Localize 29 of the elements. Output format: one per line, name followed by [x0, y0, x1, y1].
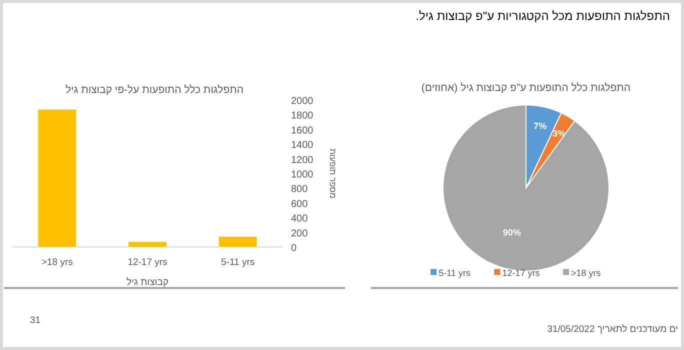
- y-tick-label: 1200: [291, 154, 314, 166]
- y-tick-label: 1400: [291, 140, 314, 152]
- x-axis-title: קבוצות גיל: [126, 277, 169, 288]
- bar: [38, 110, 76, 247]
- y-tick-label: 2000: [291, 96, 314, 107]
- pie-slice: [442, 104, 610, 272]
- y-tick-label: 200: [291, 228, 308, 240]
- y-tick-label: 400: [291, 214, 308, 225]
- x-tick-label: 12-17 yrs: [128, 257, 168, 268]
- y-tick-label: 1600: [291, 125, 314, 136]
- legend-label: >18 yrs: [571, 268, 602, 278]
- y-tick-label: 600: [291, 198, 308, 210]
- x-tick-label: >18 yrs: [41, 257, 74, 268]
- chart-title: התפלגות כלל התופעות על-פי קבוצות גיל: [65, 84, 244, 96]
- y-tick-label: 1000: [291, 170, 314, 180]
- legend-label: 12-17 yrs: [502, 268, 540, 278]
- data-label: 7%: [534, 120, 547, 131]
- y-tick-label: 1800: [291, 110, 314, 122]
- data-label: 90%: [502, 227, 521, 238]
- x-tick-label: 5-11 yrs: [221, 257, 255, 268]
- y-tick-label: 0: [291, 243, 297, 254]
- text: ים מעודכנים לתאריך 31/05/2022: [547, 324, 678, 335]
- y-tick-label: 800: [291, 184, 308, 196]
- chart-title: התפלגות כלל התופעות ע"פ קבוצות גיל (אחוזים): [421, 82, 631, 94]
- text: התפלגות התופעות מכל הקטגוריות ע"פ קבוצות גיל.: [416, 9, 670, 23]
- text: 31: [30, 315, 41, 326]
- y-axis-title: מספר תופעות: [328, 148, 338, 199]
- bar: [218, 236, 257, 247]
- legend-label: 5-11 yrs: [438, 268, 471, 278]
